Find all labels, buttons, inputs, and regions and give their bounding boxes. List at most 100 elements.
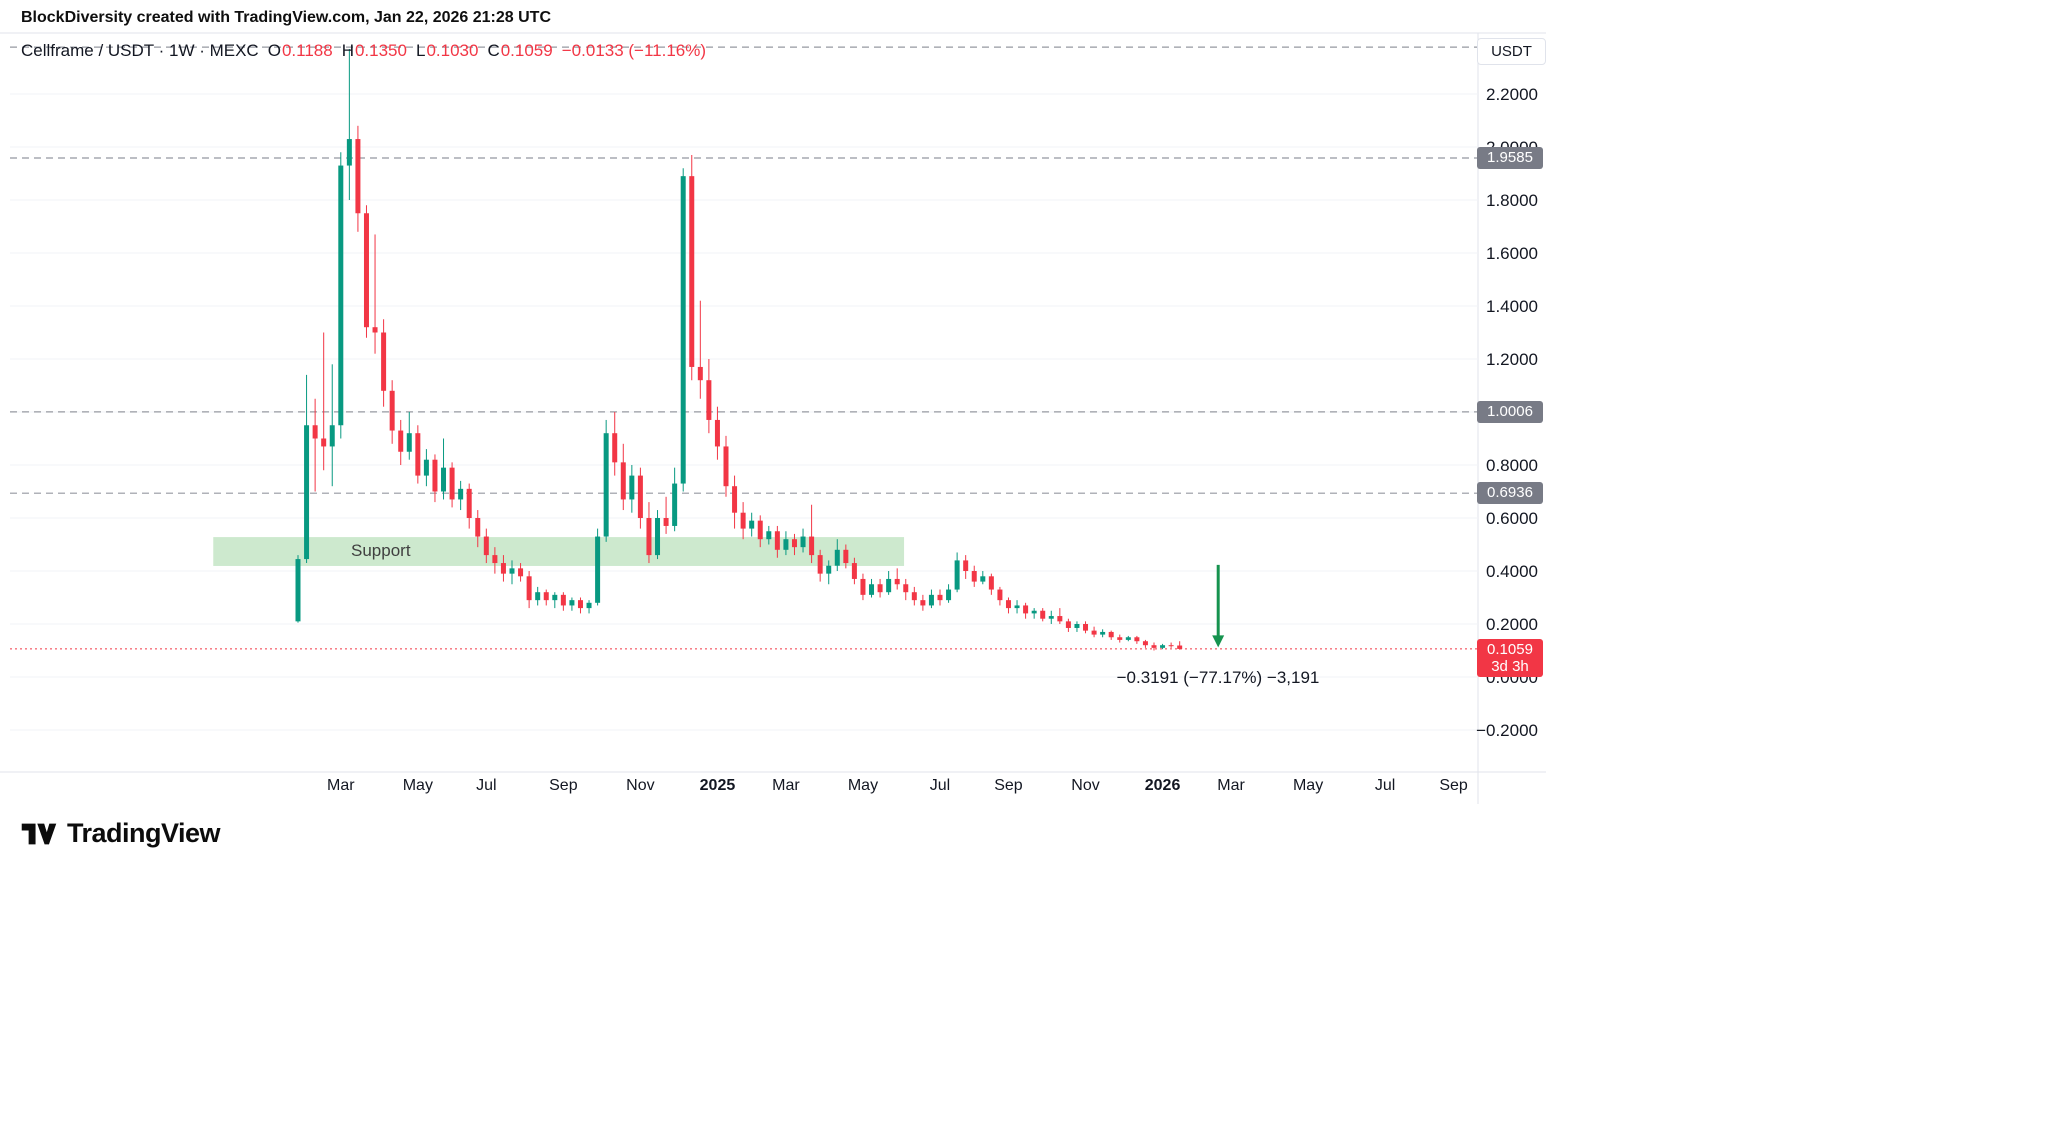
- candle-body: [766, 531, 772, 540]
- candle-body: [612, 433, 618, 463]
- candle-body: [1160, 645, 1166, 648]
- candle-body: [800, 536, 806, 548]
- candle-body: [851, 563, 857, 579]
- price-chart-pane[interactable]: [0, 0, 1560, 810]
- time-tick-label: 2026: [1144, 777, 1181, 794]
- ohlc-open: O 0.1188: [268, 41, 333, 61]
- candle-body: [928, 594, 934, 606]
- candle-body: [389, 390, 395, 431]
- candle-body: [423, 459, 429, 476]
- candle-body: [946, 589, 952, 601]
- candle-body: [1117, 637, 1123, 640]
- candle-body: [697, 366, 703, 381]
- tradingview-logo-icon: [21, 823, 57, 844]
- candle-body: [552, 594, 558, 601]
- open-value: 0.1188: [281, 41, 333, 60]
- price-level-badge[interactable]: 0.1059 3d 3h: [1477, 638, 1543, 677]
- candle-body: [1091, 630, 1097, 635]
- candle-body: [629, 475, 635, 500]
- candle-body: [1125, 637, 1131, 640]
- candle-body: [1031, 610, 1037, 614]
- price-scale-unit-button[interactable]: USDT: [1477, 38, 1546, 65]
- tradingview-logo: TradingView: [20, 818, 221, 849]
- candle-body: [988, 576, 994, 590]
- candle-body: [346, 139, 352, 166]
- candle-body: [1134, 637, 1140, 642]
- support-zone-label[interactable]: Support: [351, 541, 411, 560]
- price-tick-label: 2.2000: [1486, 85, 1538, 104]
- price-level-badge[interactable]: 1.9585: [1477, 146, 1543, 169]
- candle-body: [1074, 624, 1080, 628]
- low-label: L: [415, 41, 426, 60]
- symbol-title[interactable]: Cellframe / USDT · 1W · MEXC: [21, 41, 259, 60]
- candle-body: [586, 602, 592, 609]
- attribution-text: BlockDiversity created with TradingView.…: [21, 9, 551, 26]
- candle-body: [1108, 631, 1114, 638]
- candle-body: [1048, 616, 1054, 619]
- candle-body: [937, 594, 943, 601]
- price-tick-label: 1.4000: [1486, 297, 1538, 316]
- candle-body: [338, 165, 344, 426]
- candle-body: [492, 555, 498, 564]
- candle-body: [458, 488, 464, 500]
- time-tick-label: Jul: [1374, 777, 1396, 794]
- candle-body: [1065, 621, 1071, 628]
- price-tick-label: 1.2000: [1486, 350, 1538, 369]
- ohlc-low: L 0.1030: [416, 41, 478, 61]
- candle-body: [569, 600, 575, 606]
- time-tick-label: May: [402, 777, 433, 794]
- low-value: 0.1030: [426, 41, 479, 60]
- candle-body: [886, 578, 892, 593]
- candle-body: [1057, 616, 1063, 622]
- candle-body: [526, 576, 532, 601]
- price-tick-label: 0.2000: [1486, 615, 1538, 634]
- candle-body: [475, 518, 481, 537]
- candle-body: [740, 512, 746, 529]
- measure-label[interactable]: −0.3191 (−77.17%) −3,191: [1116, 668, 1320, 687]
- last-price-value: 0.1059: [1487, 640, 1533, 658]
- candle-body: [603, 433, 609, 537]
- candle-body: [860, 578, 866, 595]
- candle-body: [1168, 645, 1174, 647]
- ohlc-high: H 0.1350: [342, 41, 407, 61]
- candle-body: [1177, 645, 1183, 649]
- candle-body: [543, 592, 549, 601]
- candle-body: [466, 488, 472, 518]
- candle-body: [441, 467, 447, 492]
- candle-body: [577, 600, 583, 609]
- candle-body: [363, 213, 369, 328]
- price-tick-label: 0.6000: [1486, 509, 1538, 528]
- candle-body: [1151, 645, 1157, 648]
- candle-body: [312, 425, 318, 439]
- time-tick-label: Mar: [1217, 777, 1245, 794]
- price-tick-label: 0.4000: [1486, 562, 1538, 581]
- candle-body: [483, 536, 489, 556]
- candle-body: [1023, 605, 1029, 614]
- candle-body: [980, 576, 986, 582]
- time-tick-label: Sep: [994, 777, 1023, 794]
- candle-body: [646, 518, 652, 556]
- price-level-badge[interactable]: 1.0006: [1477, 400, 1543, 423]
- candle-body: [535, 592, 541, 601]
- candle-body: [920, 600, 926, 606]
- candle-body: [680, 176, 686, 484]
- candle-body: [877, 584, 883, 593]
- bar-close-countdown: 3d 3h: [1491, 657, 1529, 675]
- candle-body: [1040, 610, 1046, 619]
- price-tick-label: −0.2000: [1476, 721, 1538, 740]
- candle-body: [1005, 600, 1011, 609]
- candle-body: [826, 565, 832, 574]
- candle-body: [372, 327, 378, 333]
- time-axis[interactable]: Mar May Jul Sep Nov 2025 Mar May Jul Sep Nov 2026 Ma…: [0, 777, 1560, 799]
- candle-body: [672, 483, 678, 526]
- price-level-badge[interactable]: 0.6936: [1477, 482, 1543, 505]
- candle-body: [757, 520, 763, 540]
- price-tick-label: 1.6000: [1486, 244, 1538, 263]
- candle-body: [817, 555, 823, 574]
- ohlc-close: C 0.1059: [487, 41, 552, 61]
- chart-legend[interactable]: Cellframe / USDT · 1W · MEXC O 0.1188 H 0.…: [21, 41, 706, 61]
- support-zone[interactable]: [213, 537, 905, 566]
- candle-body: [1142, 641, 1148, 646]
- time-tick-label: Sep: [1439, 777, 1468, 794]
- candle-body: [595, 536, 601, 603]
